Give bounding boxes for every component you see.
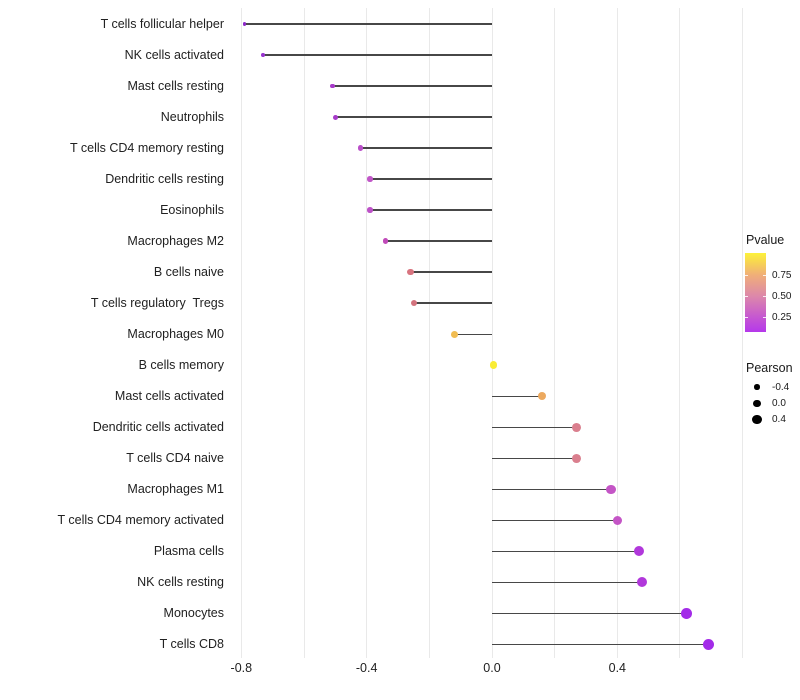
y-axis-label: NK cells resting xyxy=(137,575,224,590)
lollipop-dot xyxy=(572,422,582,432)
lollipop-stick xyxy=(263,54,492,56)
pvalue-tickmark xyxy=(763,317,766,319)
x-gridline xyxy=(554,8,556,658)
lollipop-dot xyxy=(637,577,648,588)
y-axis-label: Dendritic cells activated xyxy=(92,420,224,435)
x-axis-tick-label: 0.0 xyxy=(483,661,501,675)
pearson-size-label: 0.0 xyxy=(772,397,786,409)
x-gridline xyxy=(240,8,242,658)
y-axis-label: T cells CD8 xyxy=(159,637,224,652)
lollipop-dot xyxy=(261,53,266,57)
lollipop-dot xyxy=(634,546,645,557)
lollipop-stick xyxy=(332,85,492,87)
pearson-size-dot xyxy=(753,399,761,408)
x-gridline xyxy=(616,8,618,658)
x-axis-tick-label: -0.8 xyxy=(230,661,253,675)
y-axis-label: T cells CD4 naive xyxy=(126,451,224,466)
x-gridline xyxy=(491,8,493,658)
x-gridline xyxy=(303,8,305,658)
lollipop-stick xyxy=(492,550,640,553)
lollipop-dot xyxy=(329,83,335,89)
y-axis-label: B cells memory xyxy=(138,358,224,373)
x-gridline xyxy=(366,8,368,658)
lollipop-stick xyxy=(492,581,643,584)
lollipop-stick xyxy=(492,519,618,521)
lollipop-stick xyxy=(492,643,709,646)
lollipop-stick xyxy=(492,488,612,490)
lollipop-stick xyxy=(369,178,492,180)
lollipop-dot xyxy=(332,114,338,120)
lollipop-dot xyxy=(606,484,616,495)
y-axis-label: B cells naive xyxy=(153,265,224,280)
y-axis-label: Neutrophils xyxy=(160,110,224,125)
lollipop-stick xyxy=(454,333,492,335)
lollipop-dot xyxy=(680,608,692,619)
x-axis-tick-label: 0.4 xyxy=(608,661,627,675)
lollipop-dot xyxy=(242,22,247,26)
legend-pearson-title: Pearson xyxy=(746,361,793,375)
pearson-size-dot xyxy=(752,414,762,425)
lollipop-dot xyxy=(367,176,373,182)
pvalue-tickmark xyxy=(745,296,748,298)
pearson-size-label: -0.4 xyxy=(772,381,790,393)
lollipop-dot xyxy=(367,207,373,213)
pvalue-tickmark xyxy=(763,296,766,298)
legend-pvalue-title: Pvalue xyxy=(746,233,785,247)
lollipop-stick xyxy=(410,271,492,273)
pearson-size-label: 0.4 xyxy=(772,414,786,426)
lollipop-stick xyxy=(360,147,492,149)
x-gridline xyxy=(742,8,744,658)
lollipop-dot xyxy=(572,453,582,463)
pearson-size-dot xyxy=(754,384,760,390)
lollipop-dot xyxy=(382,238,389,244)
lollipop-dot xyxy=(537,392,547,401)
y-axis-label: Macrophages M2 xyxy=(127,234,224,249)
pvalue-tick-label: 0.25 xyxy=(772,312,792,324)
y-axis-label: Dendritic cells resting xyxy=(105,172,224,187)
lollipop-stick xyxy=(335,116,492,118)
x-axis-tick-label: -0.4 xyxy=(355,661,378,675)
y-axis-label: T cells follicular helper xyxy=(100,17,224,31)
pvalue-tick-label: 0.75 xyxy=(772,269,792,281)
y-axis-label: Macrophages M0 xyxy=(127,327,224,342)
y-axis-label: Plasma cells xyxy=(153,544,224,559)
lollipop-dot xyxy=(450,330,458,338)
lollipop-dot xyxy=(410,300,417,307)
y-axis-label: Macrophages M1 xyxy=(127,482,224,497)
y-axis-label: T cells regulatory Tregs xyxy=(90,296,224,311)
lollipop-stick xyxy=(492,395,543,397)
lollipop-dot xyxy=(489,361,498,369)
y-axis-label: Monocytes xyxy=(163,606,224,621)
y-axis-label: Mast cells activated xyxy=(114,389,224,404)
pvalue-tick-label: 0.50 xyxy=(772,291,792,303)
x-gridline xyxy=(428,8,430,658)
pvalue-tickmark xyxy=(763,274,766,276)
lollipop-dot xyxy=(357,145,364,151)
lollipop-stick xyxy=(492,426,577,428)
lollipop-dot xyxy=(612,515,623,526)
lollipop-stick xyxy=(492,612,687,615)
lollipop-stick xyxy=(385,240,492,242)
lollipop-stick xyxy=(244,23,492,25)
lollipop-stick xyxy=(369,209,492,211)
lollipop-dot xyxy=(407,269,414,276)
y-axis-label: T cells CD4 memory activated xyxy=(57,513,225,528)
pvalue-tickmark xyxy=(745,274,748,276)
lollipop-dot xyxy=(702,638,714,650)
y-axis-label: Eosinophils xyxy=(160,203,224,218)
x-gridline xyxy=(679,8,681,658)
pvalue-tickmark xyxy=(745,317,748,319)
lollipop-stick xyxy=(492,457,577,459)
y-axis-label: Mast cells resting xyxy=(127,79,224,94)
pvalue-gradient-bar xyxy=(745,253,766,332)
y-axis-label: T cells CD4 memory resting xyxy=(70,141,224,156)
y-axis-label: NK cells activated xyxy=(124,48,224,63)
lollipop-stick xyxy=(413,302,492,304)
